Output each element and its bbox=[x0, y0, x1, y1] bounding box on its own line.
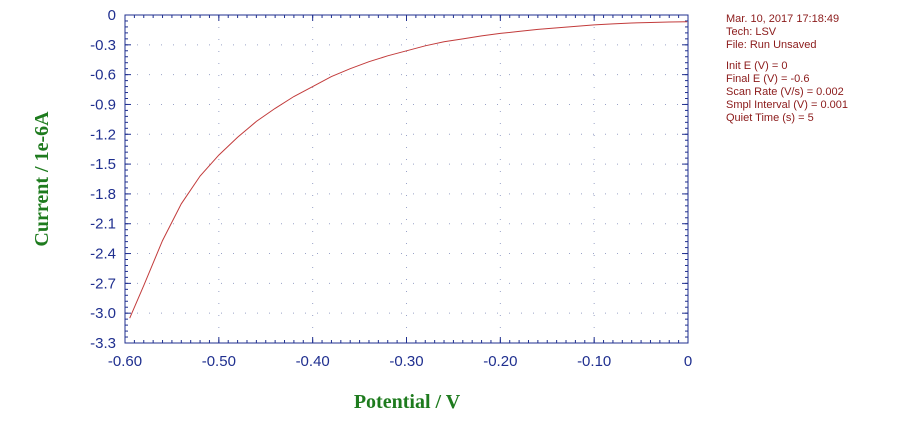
y-tick-label: -0.9 bbox=[90, 96, 116, 113]
x-tick-label: 0 bbox=[684, 353, 692, 370]
x-tick-label: -0.60 bbox=[108, 353, 142, 370]
y-tick-labels: 0 -0.3 -0.6 -0.9 -1.2 -1.5 -1.8 -2.1 -2.4 -2.7 -3.… bbox=[90, 7, 116, 352]
y-tick-label: -0.3 bbox=[90, 37, 116, 54]
param-init-e: Init E (V) = 0 bbox=[726, 60, 788, 72]
run-tech: Tech: LSV bbox=[726, 26, 777, 38]
y-tick-label: -3.0 bbox=[90, 305, 116, 322]
x-tick-label: -0.20 bbox=[483, 353, 517, 370]
param-quiet-time: Quiet Time (s) = 5 bbox=[726, 112, 814, 124]
series-line bbox=[129, 21, 688, 319]
axis-ticks bbox=[124, 14, 689, 344]
run-info-panel: Mar. 10, 2017 17:18:49 Tech: LSV File: R… bbox=[726, 13, 848, 125]
param-final-e: Final E (V) = -0.6 bbox=[726, 73, 810, 85]
y-tick-label: 0 bbox=[108, 7, 116, 24]
x-axis-label: Potential / V bbox=[354, 391, 461, 413]
y-tick-label: -3.3 bbox=[90, 335, 116, 352]
y-tick-label: -2.1 bbox=[90, 216, 116, 233]
y-tick-label: -2.4 bbox=[90, 246, 116, 263]
y-tick-label: -1.5 bbox=[90, 156, 116, 173]
param-scan-rate: Scan Rate (V/s) = 0.002 bbox=[726, 86, 844, 98]
x-tick-label: -0.30 bbox=[389, 353, 423, 370]
x-tick-label: -0.50 bbox=[202, 353, 236, 370]
y-axis-label: Current / 1e-6A bbox=[31, 111, 53, 247]
x-tick-label: -0.40 bbox=[296, 353, 330, 370]
x-tick-labels: -0.60 -0.50 -0.40 -0.30 -0.20 -0.10 0 bbox=[108, 353, 692, 370]
info-spacer bbox=[726, 52, 848, 60]
x-tick-label: -0.10 bbox=[577, 353, 611, 370]
grid-lines bbox=[124, 14, 689, 344]
run-datetime: Mar. 10, 2017 17:18:49 bbox=[726, 13, 840, 25]
y-tick-label: -2.7 bbox=[90, 275, 116, 292]
y-tick-label: -1.8 bbox=[90, 186, 116, 203]
series-group bbox=[129, 21, 688, 319]
run-file: File: Run Unsaved bbox=[726, 39, 817, 51]
y-tick-label: -0.6 bbox=[90, 67, 116, 84]
plot-frame bbox=[124, 14, 689, 344]
y-tick-label: -1.2 bbox=[90, 126, 116, 143]
param-smpl-interval: Smpl Interval (V) = 0.001 bbox=[726, 99, 848, 111]
